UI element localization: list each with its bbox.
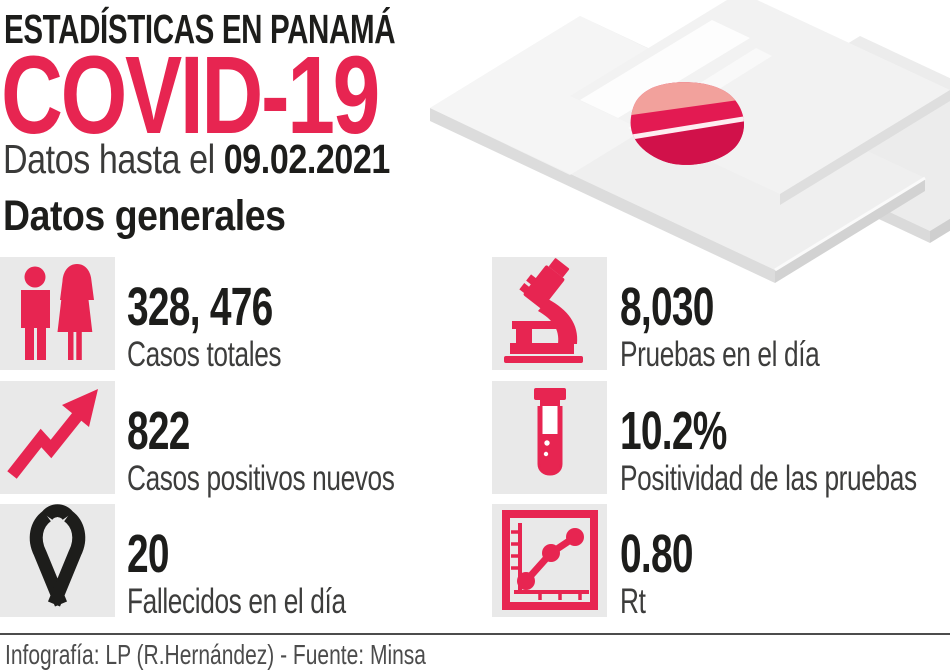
stat-row-fallecidos: 20 Fallecidos en el día bbox=[0, 504, 419, 621]
stat-row-casos-positivos: 822 Casos positivos nuevos bbox=[0, 381, 484, 498]
test-tube-icon bbox=[492, 381, 607, 494]
stat-label: Rt bbox=[620, 582, 646, 621]
stat-row-casos-totales: 328, 476 Casos totales bbox=[0, 257, 333, 374]
microscope-slides-icon bbox=[430, 0, 950, 283]
microscope-icon bbox=[492, 257, 607, 370]
line-chart-icon bbox=[492, 504, 607, 617]
stat-label: Positividad de las pruebas bbox=[620, 459, 917, 498]
kicker-title: ESTADÍSTICAS EN PANAMÁ bbox=[4, 6, 396, 52]
stat-text: 822 Casos positivos nuevos bbox=[127, 381, 484, 498]
stat-value: 0.80 bbox=[620, 524, 694, 584]
stat-text: 20 Fallecidos en el día bbox=[127, 504, 419, 621]
slide-illustration bbox=[420, 0, 950, 300]
people-icon bbox=[0, 257, 115, 370]
section-title: Datos generales bbox=[3, 192, 286, 240]
stat-row-pruebas: 8,030 Pruebas en el día bbox=[492, 257, 886, 374]
mourning-ribbon-icon bbox=[0, 504, 115, 617]
stat-text: 8,030 Pruebas en el día bbox=[620, 257, 886, 374]
stat-label: Casos positivos nuevos bbox=[127, 459, 395, 498]
page-title: COVID-19 bbox=[1, 34, 380, 157]
footer-credit: Infografía: LP (R.Hernández) - Fuente: M… bbox=[5, 639, 426, 670]
stat-value: 328, 476 bbox=[127, 277, 273, 337]
stat-text: 328, 476 Casos totales bbox=[127, 257, 333, 374]
stat-value: 822 bbox=[127, 401, 190, 461]
footer-divider bbox=[0, 633, 950, 635]
stat-value: 20 bbox=[127, 524, 170, 584]
stat-value: 8,030 bbox=[620, 277, 714, 337]
stat-label: Pruebas en el día bbox=[620, 335, 820, 374]
stat-value: 10.2% bbox=[620, 401, 727, 461]
stat-label: Fallecidos en el día bbox=[127, 582, 346, 621]
stat-text: 0.80 Rt bbox=[620, 504, 721, 621]
stat-row-rt: 0.80 Rt bbox=[492, 504, 721, 621]
date-value: 09.02.2021 bbox=[223, 136, 391, 182]
trend-up-icon bbox=[0, 381, 115, 494]
stat-row-positividad: 10.2% Positividad de las pruebas bbox=[492, 381, 950, 498]
stat-text: 10.2% Positividad de las pruebas bbox=[620, 381, 950, 498]
stat-label: Casos totales bbox=[127, 335, 282, 374]
date-line: Datos hasta el 09.02.2021 bbox=[3, 136, 390, 183]
date-prefix: Datos hasta el bbox=[3, 136, 224, 182]
